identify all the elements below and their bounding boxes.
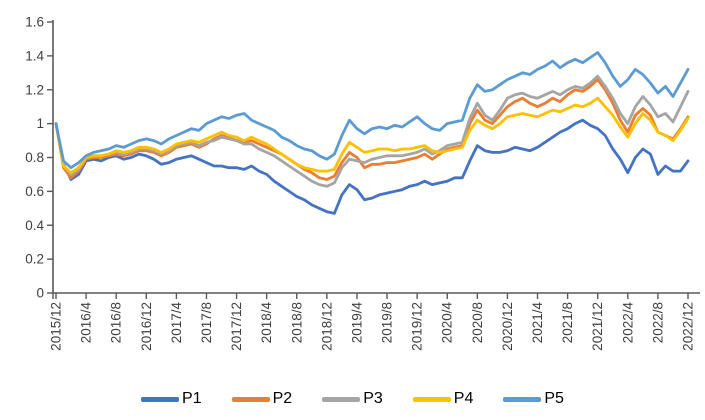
x-axis-tick-label: 2022/12 [681,302,696,351]
x-axis-tick-label: 2021/4 [530,302,545,344]
series-line-P1 [54,118,690,215]
x-axis-tick-label: 2019/8 [380,302,395,343]
x-axis-tick-label: 2022/8 [650,302,665,343]
legend-label: P5 [544,390,564,407]
y-axis-tick-label: 1.4 [25,48,44,63]
legend-label: P2 [272,390,293,407]
series-line-P4 [54,96,690,175]
legend-swatch-P3 [322,396,361,402]
legend-item-P5: P5 [503,390,564,408]
legend-item-P3: P3 [322,390,383,408]
x-axis-tick-label: 2020/4 [440,302,455,344]
x-axis-tick-label: 2017/12 [229,302,244,351]
x-axis-tick-label: 2019/12 [410,302,425,351]
x-axis-tick-label: 2021/12 [590,302,605,351]
legend-label: P3 [363,390,383,407]
legend-item-P4: P4 [412,390,474,408]
legend-swatch-P2 [231,396,270,402]
x-axis-tick-label: 2017/8 [199,302,214,343]
series-line-P2 [54,78,690,181]
y-axis-tick-label: 0.6 [25,184,44,199]
y-axis-tick-label: 0.2 [25,252,44,267]
line-chart: 0 0.2 0.4 0.6 0.8 1 1.2 1.4 1.6 2015/12 2016/4 2016… [25,15,700,351]
x-axis-tick-label: 2016/12 [139,302,154,351]
y-axis-tick-label: 0 [36,286,44,301]
series-line-P5 [54,51,690,170]
x-axis-tick-label: 2019/4 [349,302,364,344]
x-axis-tick-label: 2015/12 [49,302,64,351]
series-line-P3 [54,74,690,188]
legend-label: P4 [453,390,474,407]
x-axis-tick-label: 2020/8 [470,302,485,343]
legend-label: P1 [182,390,202,407]
legend-swatch-P5 [503,396,542,402]
legend-swatch-P4 [412,396,451,402]
x-axis-tick-label: 2021/8 [560,302,575,343]
legend-item-P2: P2 [231,390,293,408]
x-axis-tick-label: 2022/4 [620,302,635,344]
x-axis-tick-label: 2016/8 [109,302,124,343]
legend-swatch-P1 [141,396,180,402]
y-axis-tick-label: 0.4 [25,218,44,233]
chart-legend: P1 P2 P3 P4 P5 [0,384,705,414]
x-axis-tick-label: 2018/12 [319,302,334,351]
y-axis-tick-label: 0.8 [25,150,44,165]
x-axis-tick-label: 2016/4 [79,302,94,344]
x-axis-tick-label: 2020/12 [500,302,515,351]
y-axis-tick-label: 1.2 [25,82,44,97]
y-axis-tick-label: 1 [36,116,44,131]
legend-item-P1: P1 [141,390,202,408]
x-axis-tick-label: 2018/8 [289,302,304,343]
y-axis-tick-label: 1.6 [25,15,44,30]
x-axis-tick-label: 2018/4 [259,302,274,344]
x-axis-tick-label: 2017/4 [169,302,184,344]
